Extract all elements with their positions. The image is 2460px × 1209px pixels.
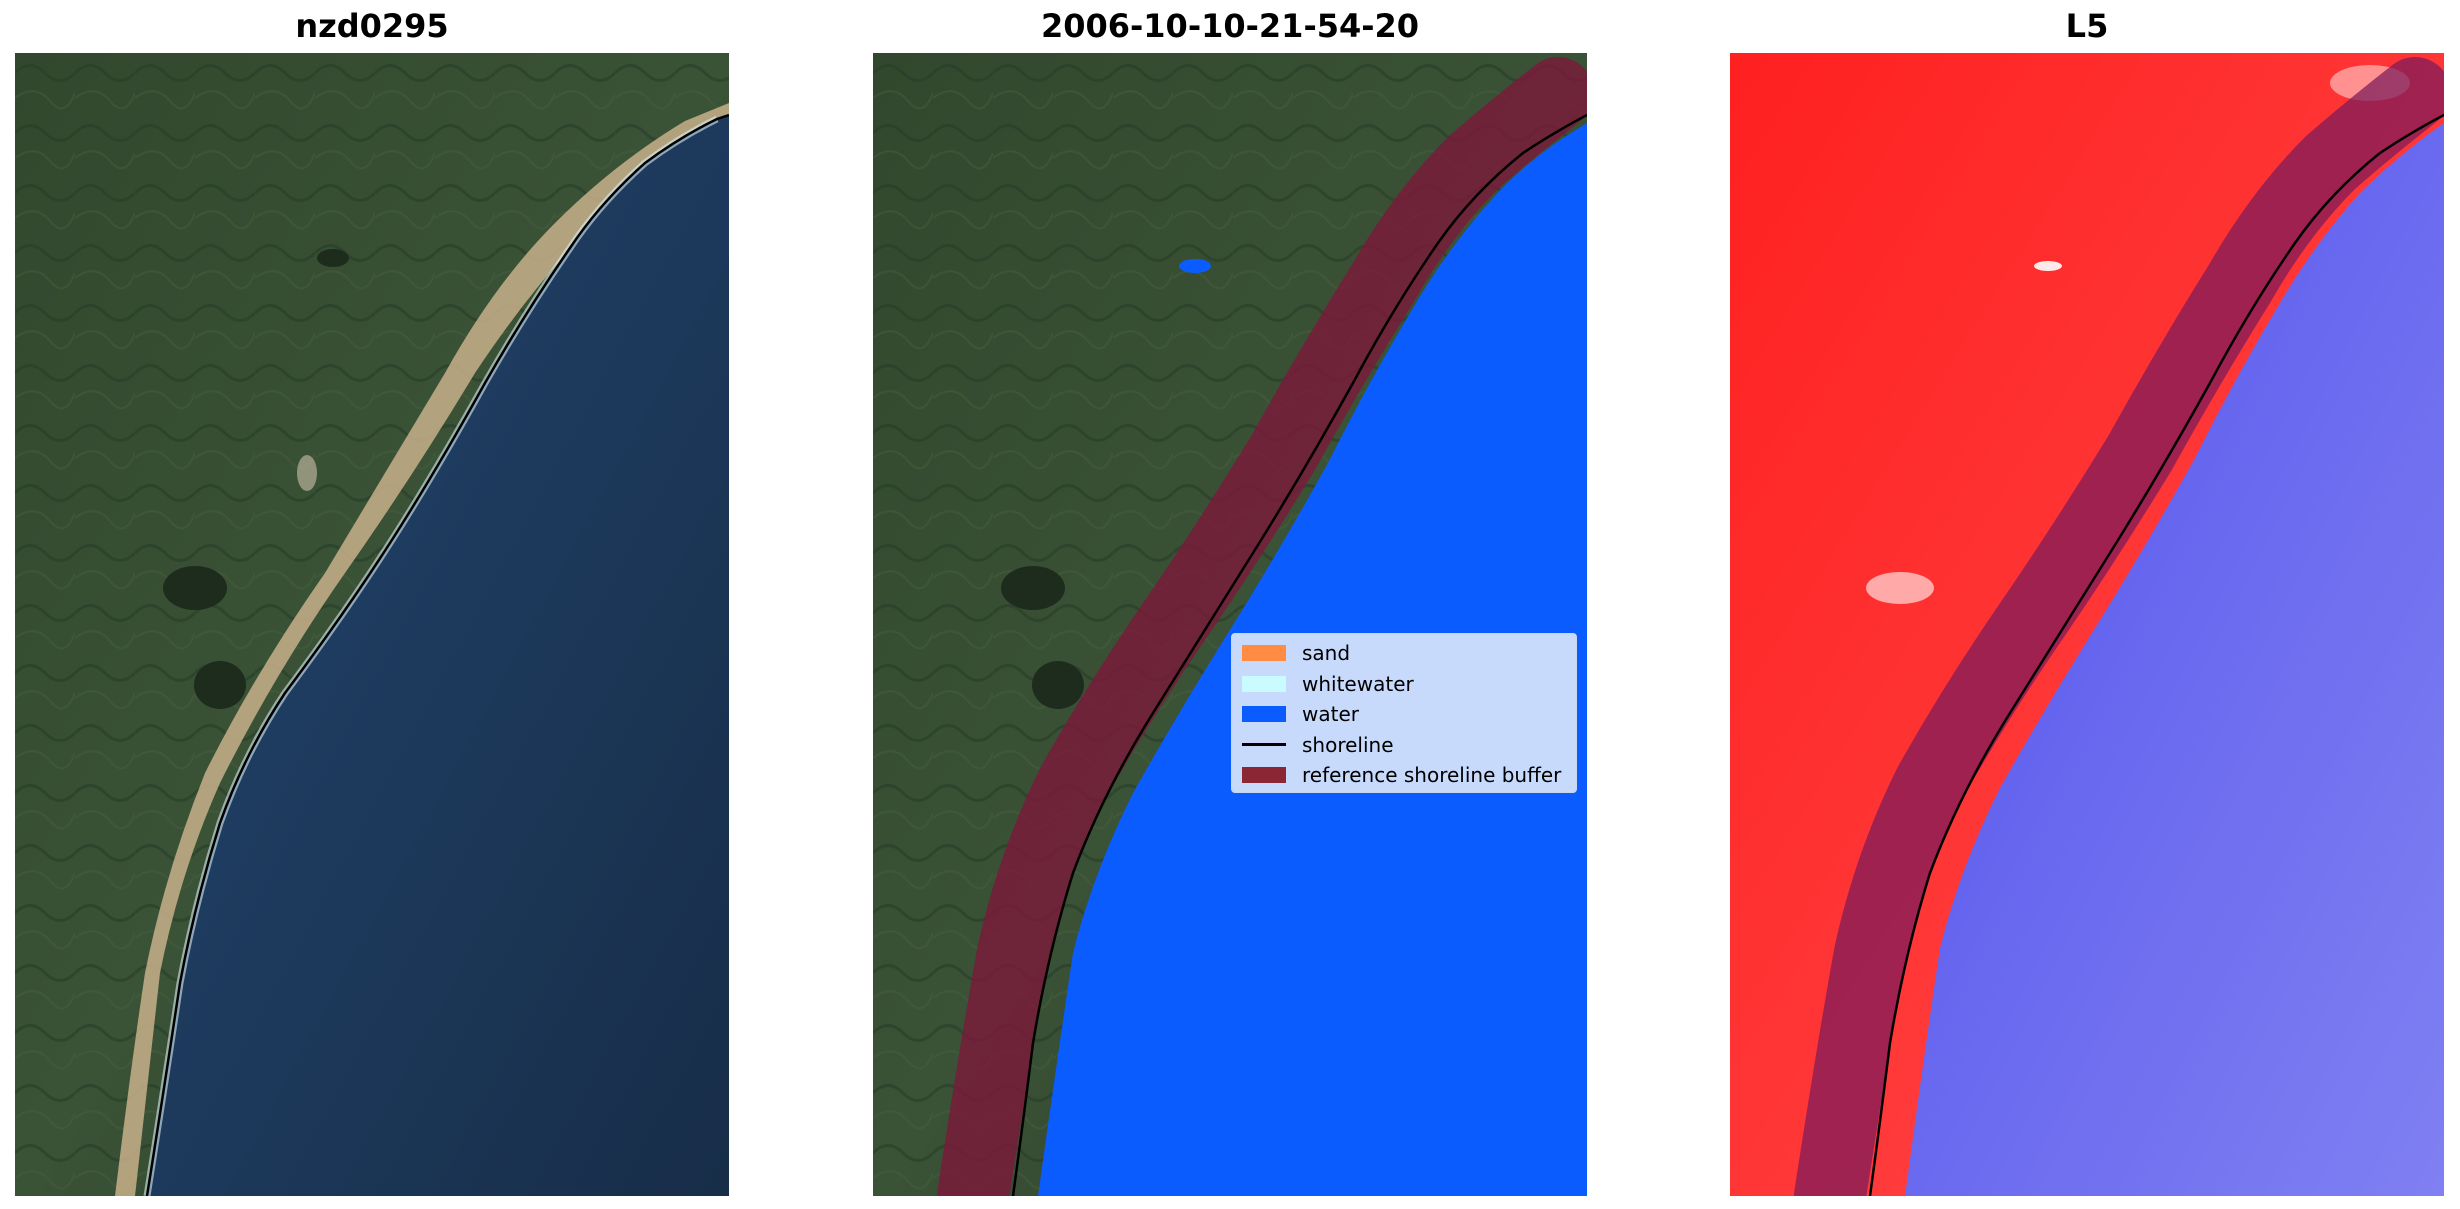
rgb-satellite-image bbox=[15, 53, 729, 1196]
legend-item-whitewater: whitewater bbox=[1242, 669, 1566, 700]
legend-item-water: water bbox=[1242, 699, 1566, 730]
legend-label-buffer: reference shoreline buffer bbox=[1302, 763, 1562, 788]
panel-title-classification: 2006-10-10-21-54-20 bbox=[1040, 7, 1420, 45]
inland-water-patch bbox=[1179, 259, 1211, 273]
legend-label-whitewater: whitewater bbox=[1302, 671, 1414, 696]
legend-line-shoreline bbox=[1242, 743, 1286, 747]
legend-item-sand: sand bbox=[1242, 638, 1566, 669]
legend-label-shoreline: shoreline bbox=[1302, 732, 1394, 757]
legend-item-buffer: reference shoreline buffer bbox=[1242, 760, 1566, 791]
legend-label-sand: sand bbox=[1302, 641, 1351, 666]
panel-title-index: L5 bbox=[2065, 7, 2109, 45]
legend-swatch-whitewater bbox=[1242, 675, 1286, 692]
legend-swatch-water bbox=[1242, 706, 1286, 723]
shoreline-line bbox=[145, 113, 729, 1196]
panel-title-rgb: nzd0295 bbox=[295, 7, 449, 45]
legend-swatch-buffer bbox=[1242, 767, 1286, 784]
classification-image bbox=[873, 53, 1587, 1196]
legend-label-water: water bbox=[1302, 702, 1359, 727]
legend-swatch-sand bbox=[1242, 645, 1286, 662]
classification-legend: sand whitewater water shoreline referenc… bbox=[1231, 633, 1577, 793]
lake-shape bbox=[163, 566, 227, 610]
legend-item-shoreline: shoreline bbox=[1242, 730, 1566, 761]
index-image bbox=[1730, 53, 2444, 1196]
